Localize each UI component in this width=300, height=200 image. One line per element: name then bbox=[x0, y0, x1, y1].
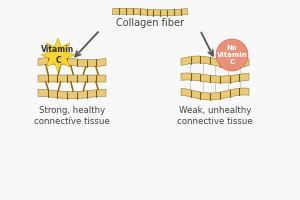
Polygon shape bbox=[181, 73, 249, 83]
Text: Collagen fiber: Collagen fiber bbox=[116, 18, 184, 28]
Text: No
Vitamin
C: No Vitamin C bbox=[217, 46, 248, 64]
Text: Vitamin
C: Vitamin C bbox=[41, 45, 75, 65]
Polygon shape bbox=[38, 57, 106, 67]
Polygon shape bbox=[181, 88, 249, 100]
Text: Weak, unhealthy
connective tissue: Weak, unhealthy connective tissue bbox=[177, 106, 253, 126]
Polygon shape bbox=[112, 8, 188, 16]
Polygon shape bbox=[41, 38, 75, 72]
Polygon shape bbox=[181, 56, 249, 68]
Polygon shape bbox=[38, 74, 106, 82]
Circle shape bbox=[216, 39, 248, 71]
Text: Strong, healthy
connective tissue: Strong, healthy connective tissue bbox=[34, 106, 110, 126]
Polygon shape bbox=[38, 89, 106, 99]
